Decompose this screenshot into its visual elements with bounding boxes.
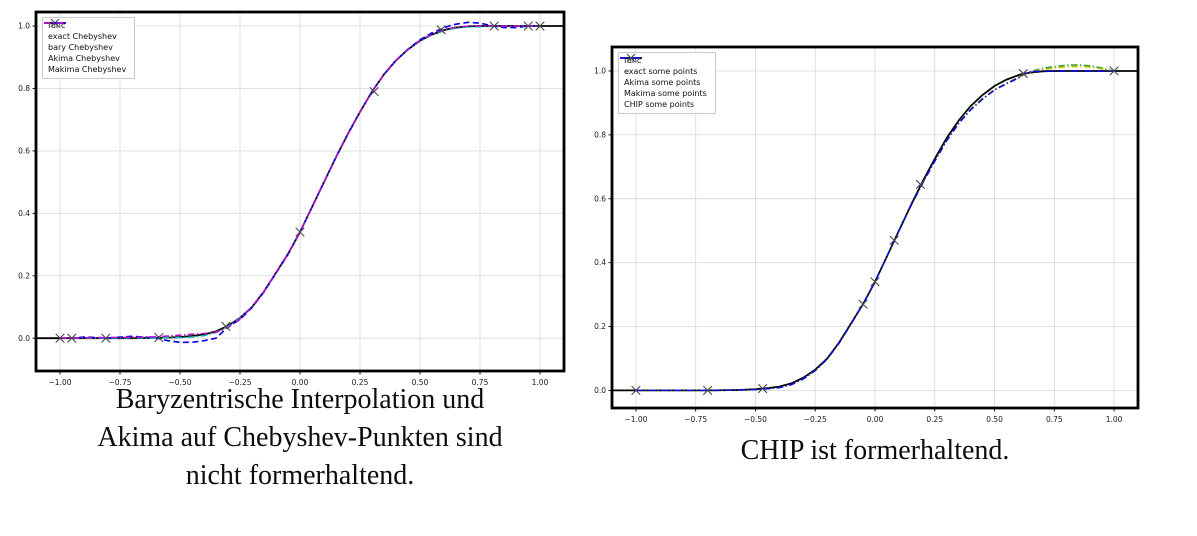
chart-left: −1.00 −0.75 −0.50 −0.25 0.00 0.25 0.50 0.75 1.00… bbox=[0, 0, 585, 400]
y-tick-label: 0.4 bbox=[18, 209, 30, 218]
x-tick-label: 1.00 bbox=[1106, 415, 1123, 424]
x-tick-label: −0.50 bbox=[744, 415, 767, 424]
legend-label: Makima some points bbox=[624, 89, 707, 98]
x-tick-label: 0.25 bbox=[352, 378, 369, 387]
caption-left-line1: Baryzentrische Interpolation und bbox=[115, 384, 485, 415]
x-tick-label: 0.25 bbox=[926, 415, 943, 424]
marker-x bbox=[889, 235, 899, 245]
x-tick-label: −0.50 bbox=[169, 378, 192, 387]
x-tick-label: 0.00 bbox=[867, 415, 884, 424]
legend-label: func bbox=[48, 21, 66, 30]
x-tick-label: 0.75 bbox=[472, 378, 489, 387]
legend-item: Akima some points bbox=[620, 57, 707, 88]
x-tick-label: −0.75 bbox=[684, 415, 707, 424]
marker-x bbox=[154, 332, 164, 343]
y-tick-label: 0.2 bbox=[594, 322, 606, 331]
x-tick-label: −0.25 bbox=[804, 415, 827, 424]
legend-item: Akima Chebyshev bbox=[44, 22, 126, 64]
legend: func exact Chebyshev bary Chebyshev Akima C… bbox=[42, 17, 136, 79]
chart-right: −1.00 −0.75 −0.50 −0.25 0.00 0.25 0.50 0.75 1.00… bbox=[590, 40, 1197, 440]
x-tick-label: 0.50 bbox=[412, 378, 429, 387]
legend-item: CHIP some points bbox=[620, 57, 707, 110]
legend-swatch bbox=[44, 22, 66, 24]
marker-x bbox=[1018, 68, 1028, 79]
marker-x bbox=[631, 385, 641, 396]
legend-item: Makima some points bbox=[620, 57, 707, 99]
marker-x bbox=[858, 299, 868, 309]
legend-label: Akima Chebyshev bbox=[48, 54, 120, 63]
marker-x bbox=[55, 333, 65, 343]
x-tick-label: −0.75 bbox=[109, 378, 132, 387]
marker-x bbox=[489, 21, 499, 31]
series-line-akima-chebyshev bbox=[60, 25, 540, 339]
legend-label: Makima Chebyshev bbox=[48, 65, 127, 74]
caption-left-line2: Akima auf Chebyshev-Punkten sind bbox=[97, 422, 503, 453]
x-tick-label: 0.50 bbox=[986, 415, 1003, 424]
marker-x bbox=[523, 21, 533, 31]
marker-x bbox=[1109, 66, 1119, 76]
y-tick-label: 0.0 bbox=[594, 386, 606, 395]
y-tick-label: 0.8 bbox=[594, 130, 606, 139]
y-tick-label: 0.6 bbox=[18, 147, 30, 156]
legend-label: exact Chebyshev bbox=[48, 32, 117, 41]
y-tick-label: 0.6 bbox=[594, 194, 606, 203]
marker-x bbox=[436, 25, 446, 35]
marker-x bbox=[67, 333, 77, 343]
legend-item: exact some points bbox=[624, 53, 707, 77]
legend-marker-x-icon bbox=[626, 53, 636, 63]
legend-label: func bbox=[624, 56, 642, 65]
marker-x bbox=[221, 321, 231, 332]
y-tick-label: 0.8 bbox=[18, 84, 30, 93]
x-tick-label: 0.75 bbox=[1046, 415, 1063, 424]
marker-x bbox=[915, 179, 926, 190]
x-tick-label: 0.00 bbox=[292, 378, 309, 387]
caption-right-line1: CHIP ist formerhaltend. bbox=[740, 435, 1010, 466]
plot-frame bbox=[34, 10, 566, 373]
series-line-makima-chebyshev bbox=[60, 25, 540, 339]
x-tick-label: 1.00 bbox=[532, 378, 549, 387]
marker-x bbox=[535, 21, 545, 31]
series-line-bary-chebyshev bbox=[60, 21, 540, 344]
legend-item: Makima Chebyshev bbox=[44, 22, 127, 75]
legend-label: CHIP some points bbox=[624, 100, 695, 109]
marker-x bbox=[702, 385, 713, 396]
y-tick-label: 1.0 bbox=[594, 67, 606, 76]
marker-x bbox=[757, 383, 768, 394]
y-tick-label: 0.2 bbox=[18, 271, 30, 280]
legend-label: bary Chebyshev bbox=[48, 43, 113, 52]
marker-x bbox=[369, 86, 379, 97]
legend: func exact some points Akima some points Ma… bbox=[618, 52, 716, 114]
x-tick-label: −1.00 bbox=[624, 415, 647, 424]
legend-swatch bbox=[620, 57, 642, 59]
legend-label: Akima some points bbox=[624, 78, 701, 87]
x-tick-label: −0.25 bbox=[229, 378, 252, 387]
y-tick-label: 0.0 bbox=[18, 334, 30, 343]
caption-left: Baryzentrische Interpolation und Akima a… bbox=[0, 381, 600, 495]
x-tick-label: −1.00 bbox=[49, 378, 72, 387]
legend-item: exact Chebyshev bbox=[48, 18, 126, 42]
caption-left-line3: nicht formerhaltend. bbox=[185, 460, 415, 491]
y-tick-label: 0.4 bbox=[594, 258, 606, 267]
plot-frame bbox=[610, 45, 1140, 410]
marker-x bbox=[101, 333, 111, 343]
marker-x bbox=[870, 277, 880, 287]
chart-canvas: −1.00 −0.75 −0.50 −0.25 0.00 0.25 0.50 0.75 1.00… bbox=[18, 10, 566, 387]
legend-item: bary Chebyshev bbox=[44, 22, 126, 53]
caption-right: CHIP ist formerhaltend. bbox=[590, 432, 1160, 470]
legend-swatch bbox=[626, 53, 636, 63]
legend-label: exact some points bbox=[624, 67, 698, 76]
y-tick-label: 1.0 bbox=[18, 22, 30, 31]
series-line-chip-some-points bbox=[635, 70, 1115, 392]
marker-x bbox=[295, 227, 305, 237]
